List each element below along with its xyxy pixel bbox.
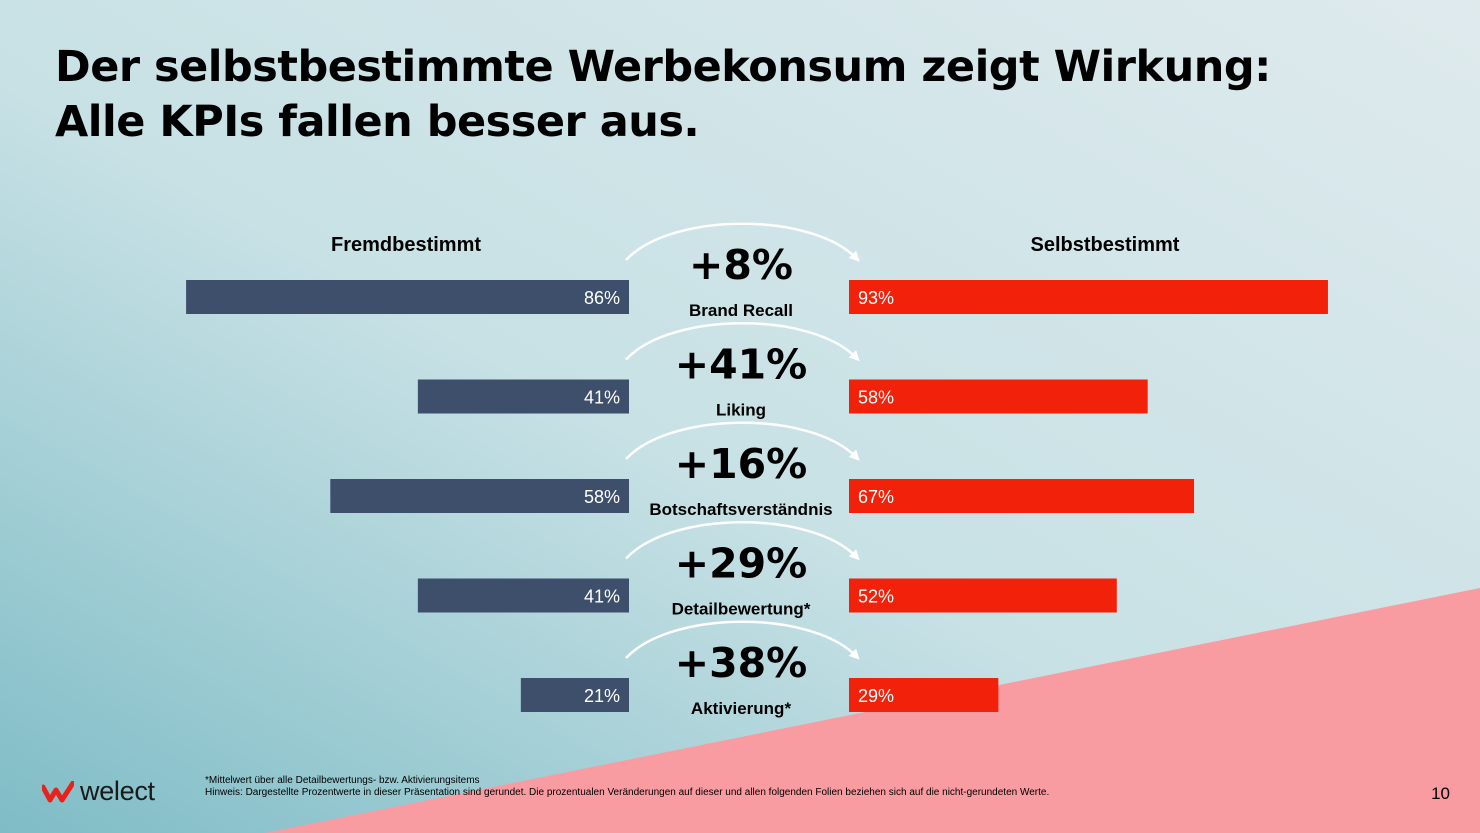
data-label-selbstbestimmt-3: 52%	[858, 587, 894, 607]
welect-logo: welect	[42, 776, 155, 807]
bar-selbstbestimmt-1	[849, 379, 1148, 414]
category-label-3: Detailbewertung*	[672, 600, 811, 619]
welect-logo-icon	[42, 780, 74, 802]
bar-selbstbestimmt-3	[849, 578, 1117, 613]
right-series-heading: Selbstbestimmt	[1030, 234, 1180, 256]
bar-fremdbestimmt-1	[417, 379, 629, 414]
footnote: *Mittelwert über alle Detailbewertungs- …	[205, 775, 1049, 799]
footnote-line-1: *Mittelwert über alle Detailbewertungs- …	[205, 775, 480, 786]
page-number: 10	[1431, 784, 1450, 803]
change-label-2: +16%	[675, 440, 808, 488]
curved-arrow-icon-0	[625, 222, 860, 262]
data-label-selbstbestimmt-0: 93%	[858, 288, 894, 308]
bar-selbstbestimmt-4	[849, 678, 999, 712]
change-label-1: +41%	[675, 341, 808, 389]
title-line-1: Der selbstbestimmte Werbekonsum zeigt Wi…	[55, 42, 1271, 92]
bar-fremdbestimmt-2	[330, 479, 629, 513]
bar-fremdbestimmt-0	[186, 280, 629, 314]
footnote-line-2: Hinweis: Dargestellte Prozentwerte in di…	[205, 787, 1050, 798]
page-title: Der selbstbestimmte Werbekonsum zeigt Wi…	[55, 40, 1435, 150]
left-series-heading: Fremdbestimmt	[330, 234, 482, 256]
change-label-0: +8%	[689, 241, 793, 289]
logo-text: welect	[80, 776, 155, 806]
category-label-2: Botschaftsverständnis	[649, 500, 832, 519]
curved-arrow-icon-4	[625, 620, 860, 660]
data-label-selbstbestimmt-4: 29%	[858, 686, 894, 706]
change-label-3: +29%	[675, 540, 808, 588]
data-label-selbstbestimmt-2: 67%	[858, 487, 894, 507]
title-line-2: Alle KPIs fallen besser aus.	[55, 97, 700, 147]
bar-fremdbestimmt-4	[520, 678, 629, 712]
data-label-fremdbestimmt-4: 21%	[584, 686, 620, 706]
change-label-4: +38%	[675, 639, 808, 687]
bar-selbstbestimmt-2	[849, 479, 1195, 513]
data-label-fremdbestimmt-2: 58%	[584, 487, 620, 507]
data-label-selbstbestimmt-1: 58%	[858, 388, 894, 408]
category-label-0: Brand Recall	[689, 301, 793, 320]
data-label-fremdbestimmt-3: 41%	[584, 587, 620, 607]
category-label-1: Liking	[716, 401, 766, 420]
bar-fremdbestimmt-3	[417, 578, 629, 613]
data-label-fremdbestimmt-0: 86%	[584, 288, 620, 308]
curved-arrow-icon-3	[625, 521, 860, 561]
curved-arrow-icon-1	[625, 322, 860, 362]
category-label-4: Aktivierung*	[691, 699, 792, 718]
curved-arrow-icon-2	[625, 421, 860, 461]
bar-selbstbestimmt-0	[849, 280, 1328, 314]
data-label-fremdbestimmt-1: 41%	[584, 388, 620, 408]
